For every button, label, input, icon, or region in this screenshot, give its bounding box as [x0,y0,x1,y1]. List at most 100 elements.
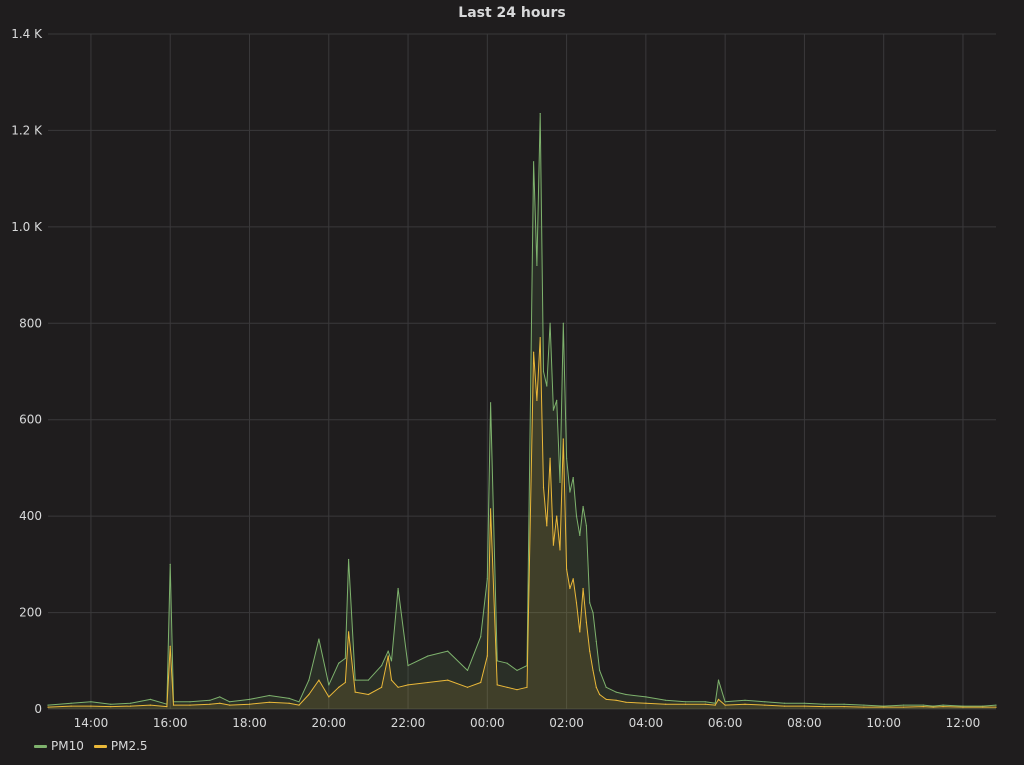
legend-item-pm10[interactable]: PM10 [34,739,84,753]
data-point-pm10 [539,113,541,115]
data-point-pm25 [556,515,558,517]
data-point-pm25 [407,684,409,686]
data-point-pm10 [407,665,409,667]
data-point-pm10 [387,650,389,652]
data-point-pm25 [615,699,617,701]
data-point-pm10 [585,525,588,527]
legend-swatch-pm25 [93,744,107,748]
data-point-pm10 [823,703,825,705]
data-point-pm10 [533,161,535,163]
data-point-pm10 [645,696,647,698]
data-point-pm25 [803,705,806,707]
data-point-pm10 [589,602,591,604]
data-point-pm25 [823,706,825,708]
x-tick-label: 00:00 [470,716,505,730]
data-point-pm10 [714,702,716,704]
data-point-pm25 [536,399,538,401]
series-area-pm25 [48,337,996,709]
data-point-pm25 [209,703,211,705]
data-point-pm10 [219,696,221,698]
data-point-pm25 [427,681,429,684]
data-point-pm25 [595,686,597,688]
data-point-pm10 [605,686,607,688]
data-point-pm10 [863,704,865,706]
data-point-pm25 [149,704,151,706]
data-point-pm10 [724,701,726,703]
data-point-pm10 [546,385,548,387]
data-point-pm25 [572,578,574,580]
data-point-pm25 [645,702,647,704]
data-point-pm25 [863,706,865,708]
data-point-pm10 [209,699,211,701]
data-point-pm10 [559,481,561,483]
legend-label-pm25: PM2.5 [110,739,148,753]
data-point-pm10 [803,702,806,704]
data-point-pm25 [883,706,885,708]
data-point-pm25 [902,706,905,708]
data-point-pm25 [390,679,393,681]
data-point-pm10 [480,636,482,638]
data-point-pm25 [387,655,389,657]
data-point-pm25 [248,703,251,705]
data-point-pm10 [599,669,601,672]
data-point-pm25 [665,703,667,705]
data-point-pm25 [552,544,555,546]
data-point-pm25 [579,631,581,633]
data-point-pm25 [47,706,49,708]
data-point-pm10 [562,322,564,324]
y-tick-label: 1.2 K [11,123,43,137]
data-point-pm25 [219,702,221,704]
data-point-pm10 [843,703,845,705]
data-point-pm25 [784,705,786,707]
data-point-pm25 [348,631,350,633]
x-tick-label: 16:00 [153,716,188,730]
data-point-pm25 [169,645,171,647]
data-point-pm10 [942,704,944,706]
data-point-pm25 [744,703,746,705]
data-point-pm10 [883,705,885,707]
data-point-pm25 [724,704,726,706]
y-tick-label: 600 [19,413,42,427]
data-point-pm25 [367,693,369,696]
y-tick-label: 1.4 K [11,27,43,41]
data-point-pm25 [714,704,716,706]
data-point-pm25 [566,568,568,570]
data-point-pm25 [533,351,535,353]
data-point-pm10 [542,370,545,373]
data-point-pm25 [381,686,383,688]
data-point-pm10 [579,534,581,537]
data-point-pm10 [552,409,555,411]
data-point-pm25 [562,438,564,440]
data-point-pm25 [582,587,584,590]
data-point-pm10 [466,669,469,672]
data-point-pm25 [684,703,687,705]
x-tick-label: 12:00 [946,716,981,730]
data-point-pm10 [625,693,627,696]
data-point-pm10 [549,322,551,324]
data-point-pm25 [298,704,300,706]
data-point-pm10 [70,702,72,704]
data-point-pm25 [397,686,399,688]
data-point-pm10 [90,701,92,703]
data-point-pm25 [546,525,548,527]
data-point-pm25 [717,698,720,701]
data-point-pm10 [344,657,346,660]
data-point-pm25 [338,686,340,688]
x-tick-label: 14:00 [74,716,109,730]
legend-item-pm25[interactable]: PM2.5 [93,739,148,753]
x-tick-label: 18:00 [232,716,267,730]
data-point-pm25 [110,706,112,708]
data-point-pm10 [536,264,538,266]
data-point-pm25 [843,706,845,708]
x-tick-label: 22:00 [391,716,426,730]
data-point-pm10 [569,491,571,493]
data-point-pm10 [248,698,251,701]
data-point-pm10 [744,699,746,701]
data-point-pm25 [932,706,934,708]
legend-swatch-pm10 [34,744,47,748]
series-area-pm10 [48,113,996,710]
data-point-pm10 [189,701,191,703]
data-point-pm10 [354,679,356,681]
